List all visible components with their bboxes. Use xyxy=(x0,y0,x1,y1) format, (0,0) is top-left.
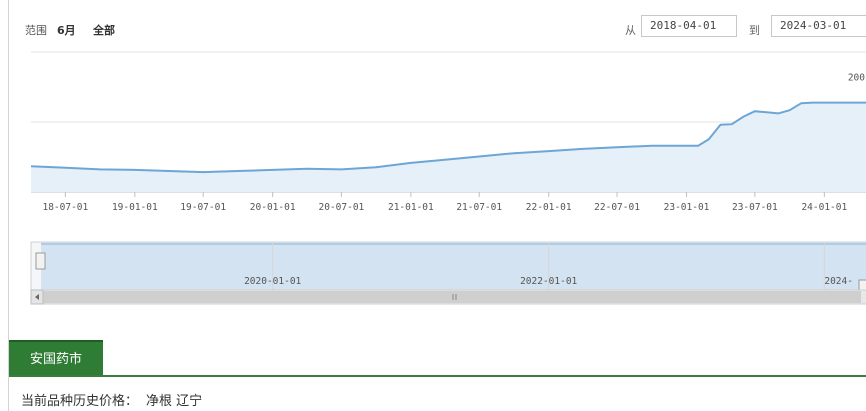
from-label: 从 xyxy=(625,24,636,37)
x-tick-label: 22-01-01 xyxy=(526,202,572,213)
x-tick-label: 21-07-01 xyxy=(456,202,502,213)
x-tick-label: 20-01-01 xyxy=(250,202,296,213)
y-tick-label: 200 xyxy=(848,72,865,83)
navigator-scrollbar-thumb[interactable] xyxy=(43,291,861,303)
to-label: 到 xyxy=(749,24,760,37)
from-date-input[interactable]: 2018-04-01 xyxy=(641,15,737,37)
to-date-input[interactable]: 2024-03-01 xyxy=(771,15,866,37)
x-tick-label: 23-07-01 xyxy=(732,202,778,213)
market-tab-bar: 安国药市 xyxy=(9,340,866,377)
navigator-selected-range[interactable] xyxy=(41,242,866,290)
x-axis-ticks: 18-07-01 19-01-01 19-07-01 20-01-01 20-07-01… xyxy=(42,192,847,213)
range-6m-button[interactable]: 6月 xyxy=(57,24,76,37)
x-tick-label: 24-01-01 xyxy=(801,202,847,213)
current-variety-price-history: 当前品种历史价格： 净根 辽宁 xyxy=(21,390,202,409)
scroll-left-arrow-icon xyxy=(35,294,39,300)
navigator-left-handle[interactable] xyxy=(35,252,46,270)
x-tick-label: 19-01-01 xyxy=(112,202,158,213)
x-tick-label: 21-01-01 xyxy=(388,202,434,213)
x-tick-label: 23-01-01 xyxy=(664,202,710,213)
navigator-tick-label: 2024- xyxy=(824,276,853,287)
x-tick-label: 19-07-01 xyxy=(180,202,226,213)
navigator-ticks: 2020-01-01 2022-01-01 2024- xyxy=(244,242,853,290)
x-tick-label: 22-07-01 xyxy=(594,202,640,213)
price-series-area xyxy=(31,102,866,192)
x-tick-label: 20-07-01 xyxy=(319,202,365,213)
price-series-line xyxy=(30,101,866,174)
price-history-widget: 范围 6月 全部 从 2018-04-01 到 2024-03-01 18-07… xyxy=(8,0,866,411)
tab-anguo-market[interactable]: 安国药市 xyxy=(9,340,103,375)
range-label: 范围 xyxy=(25,24,47,37)
price-line-chart: 18-07-01 19-01-01 19-07-01 20-01-01 20-07-01… xyxy=(30,51,866,305)
info-value: 净根 辽宁 xyxy=(146,394,203,409)
chart-panel: 范围 6月 全部 从 2018-04-01 到 2024-03-01 18-07… xyxy=(9,0,866,340)
range-all-button[interactable]: 全部 xyxy=(93,24,115,37)
info-label: 当前品种历史价格： xyxy=(21,394,139,409)
navigator-tick-label: 2022-01-01 xyxy=(520,276,577,287)
x-tick-label: 18-07-01 xyxy=(42,202,88,213)
navigator-tick-label: 2020-01-01 xyxy=(244,276,301,287)
